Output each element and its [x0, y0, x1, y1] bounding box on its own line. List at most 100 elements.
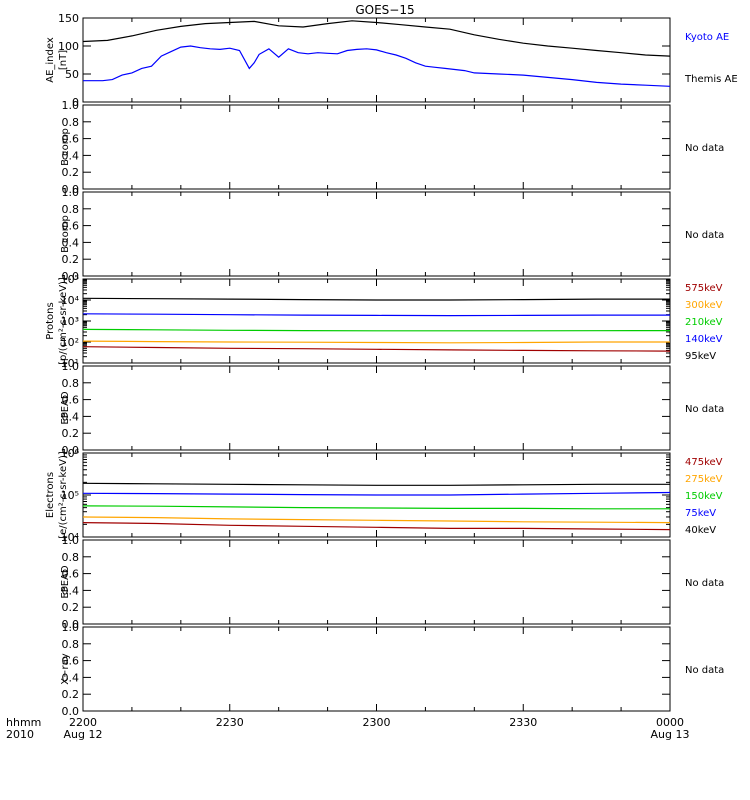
y-tick-label: 1.0 [62, 186, 80, 199]
panels-layer: 0 50 100 150 AE_index [nT] Kyoto AE Themis AE 0.… [45, 12, 738, 718]
y-axis-label: B comp [60, 128, 71, 166]
panel-xray: 0.0 0.2 0.4 0.6 0.8 1.0 X−ray No data [60, 621, 724, 718]
series-line-75kev [82, 491, 671, 496]
y-tick-label: 0.2 [62, 688, 80, 701]
y-tick-label: 0.2 [62, 253, 80, 266]
no-data-label: No data [685, 404, 724, 415]
y-tick-label: 0 [72, 96, 79, 109]
no-data-label: No data [685, 578, 724, 589]
y-axis-label: [nT] [58, 50, 69, 70]
y-tick-label: 0.2 [62, 427, 80, 440]
legend-entry: 575keV [685, 283, 723, 294]
chart-title: GOES−15 [355, 3, 414, 17]
legend-entry: 40keV [685, 525, 716, 536]
x-tick-label: 2200 [69, 716, 97, 729]
x-date-label: Aug 13 [651, 728, 690, 741]
panel-frame [82, 539, 671, 625]
y-tick-label: 0.6 [62, 394, 80, 407]
y-tick-label: 150 [58, 12, 79, 25]
y-tick-label: 0.8 [62, 638, 80, 651]
panel-frame [82, 365, 671, 451]
x-tick-label: 0000 [656, 716, 684, 729]
y-axis-label: X−ray [60, 653, 71, 684]
series-line-475kev [82, 522, 671, 531]
legend-entry: Kyoto AE [685, 32, 729, 43]
y-tick-label: 0.0 [62, 618, 80, 631]
x-tick-label: 2330 [509, 716, 537, 729]
y-tick-label: 10⁶ [61, 447, 80, 460]
y-tick-label: 0.4 [62, 584, 80, 597]
y-tick-label: 0.2 [62, 166, 80, 179]
y-axis-label: [p/(cm²-s-sr-keV)] [58, 277, 69, 365]
legend-entry: 95keV [685, 351, 716, 362]
y-tick-label: 10³ [61, 315, 79, 328]
y-tick-label: 0.0 [62, 705, 80, 718]
y-tick-label: 0.6 [62, 133, 80, 146]
y-tick-label: 1.0 [62, 360, 80, 373]
y-tick-label: 0.4 [62, 236, 80, 249]
y-axis-label: Protons [45, 302, 56, 339]
y-tick-label: 10⁴ [61, 531, 80, 544]
y-axis-label: EPEAD [60, 391, 71, 425]
panel-frame [82, 191, 671, 277]
series-line-575kev [82, 346, 671, 352]
series-line-275kev [82, 516, 671, 524]
y-tick-label: 0.4 [62, 410, 80, 423]
legend-entry: 150keV [685, 491, 723, 502]
legend-entry: 475keV [685, 457, 723, 468]
legend-entry: 300keV [685, 300, 723, 311]
legend-entry: 140keV [685, 334, 723, 345]
y-axis-label: AE_index [45, 37, 56, 83]
series-line-40kev [82, 482, 670, 486]
panel-frame [82, 104, 671, 190]
y-axis-label: B comp [60, 215, 71, 253]
series-line-kyoto-ae [83, 45, 671, 87]
panel-b1: 0.0 0.2 0.4 0.6 0.8 1.0 B comp No data [60, 99, 724, 196]
y-tick-label: 0.8 [62, 377, 80, 390]
y-axis-label: Electrons [45, 472, 56, 518]
no-data-label: No data [685, 143, 724, 154]
no-data-label: No data [685, 230, 724, 241]
legend-entry: Themis AE [684, 74, 738, 85]
y-tick-label: 10⁵ [61, 273, 79, 286]
y-tick-label: 10⁵ [61, 489, 79, 502]
y-tick-label: 10² [61, 336, 79, 349]
y-tick-label: 0.8 [62, 116, 80, 129]
time-row-label-hhmm: hhmm [6, 716, 41, 729]
panel-protons: 10¹ 10² 10³ 10⁴ 10⁵ Protons [p/(cm²-s-sr-keV)]… [45, 273, 723, 370]
y-tick-label: 1.0 [62, 621, 80, 634]
panel-frame [82, 626, 671, 712]
y-tick-label: 0.4 [62, 149, 80, 162]
y-tick-label: 0.0 [62, 270, 80, 283]
y-tick-label: 1.0 [62, 534, 80, 547]
legend-entry: 275keV [685, 474, 723, 485]
y-tick-label: 0.6 [62, 220, 80, 233]
series-line-themis-ae [82, 20, 671, 57]
y-tick-label: 0.8 [62, 203, 80, 216]
y-tick-label: 0.2 [62, 601, 80, 614]
panel-epead1: 0.0 0.2 0.4 0.6 0.8 1.0 EPEAD No data [60, 360, 724, 457]
y-axis-label: [e/(cm²-s-sr-keV)] [58, 451, 69, 539]
series-line-300kev [82, 340, 670, 344]
series-line-140kev [82, 313, 670, 317]
x-date-label: Aug 12 [64, 728, 103, 741]
y-tick-label: 0.6 [62, 568, 80, 581]
panel-electrons: 10⁴ 10⁵ 10⁶ Electrons [e/(cm²-s-sr-keV)] 475k… [45, 447, 723, 544]
y-tick-label: 50 [65, 68, 79, 81]
series-line-210kev [82, 328, 671, 332]
series-line-95kev [82, 297, 670, 301]
y-tick-label: 0.8 [62, 551, 80, 564]
legend-entry: 210keV [685, 317, 723, 328]
panel-ae: 0 50 100 150 AE_index [nT] Kyoto AE Themis AE [45, 12, 738, 109]
y-tick-label: 0.0 [62, 183, 80, 196]
y-tick-label: 10¹ [61, 357, 79, 370]
time-row-label-year: 2010 [6, 728, 34, 741]
y-tick-label: 0.0 [62, 444, 80, 457]
y-tick-label: 100 [58, 40, 79, 53]
y-tick-label: 0.4 [62, 671, 80, 684]
panel-epead2: 0.0 0.2 0.4 0.6 0.8 1.0 EPEAD No data [60, 534, 724, 631]
y-axis-label: EPEAD [60, 565, 71, 599]
panel-b2: 0.0 0.2 0.4 0.6 0.8 1.0 B comp No data [60, 186, 724, 283]
